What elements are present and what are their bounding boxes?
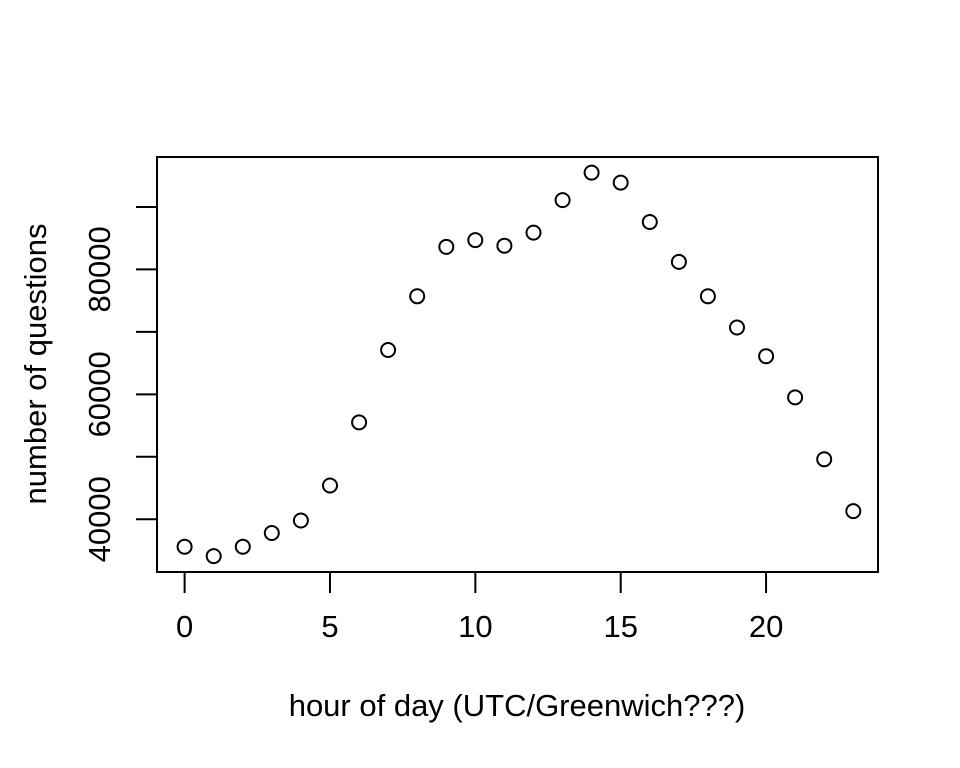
- data-point: [234, 538, 251, 555]
- data-point: [438, 238, 455, 255]
- data-point: [380, 342, 397, 358]
- y-tick-label: 40000: [82, 476, 117, 562]
- data-point: [467, 232, 484, 249]
- data-point: [351, 414, 368, 431]
- data-point: [554, 192, 571, 209]
- y-tick-label: 80000: [82, 226, 117, 312]
- data-point: [845, 503, 862, 520]
- x-tick-label: 10: [458, 609, 492, 644]
- x-tick-label: 20: [749, 609, 783, 644]
- x-tick-label: 0: [176, 609, 193, 644]
- data-point: [205, 548, 222, 565]
- data-point: [322, 477, 338, 494]
- data-point: [525, 224, 542, 241]
- data-point: [263, 525, 280, 541]
- data-point: [758, 348, 775, 365]
- data-point: [670, 253, 687, 270]
- x-tick-label: 5: [321, 609, 338, 644]
- data-point: [583, 164, 600, 181]
- data-point: [641, 214, 658, 230]
- data-point: [699, 288, 716, 305]
- data-point: [496, 237, 513, 254]
- x-axis-title: hour of day (UTC/Greenwich???): [289, 688, 746, 723]
- plot-box: [156, 156, 879, 573]
- y-axis-title: number of questions: [18, 224, 53, 505]
- data-point: [816, 451, 833, 468]
- data-point: [612, 174, 629, 191]
- data-point: [787, 389, 804, 406]
- x-tick-label: 15: [603, 609, 637, 644]
- data-point: [292, 512, 309, 529]
- data-point: [176, 538, 193, 555]
- y-tick-label: 60000: [82, 351, 117, 437]
- data-point: [729, 319, 745, 336]
- data-point: [409, 288, 426, 305]
